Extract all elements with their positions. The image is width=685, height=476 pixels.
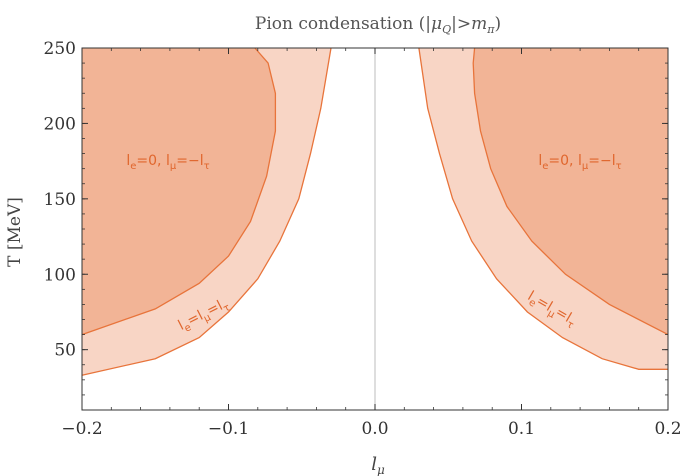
inner-boundary-right <box>472 47 669 336</box>
tick-labels: −0.2 −0.1 0.0 0.1 0.2 50 100 150 200 250 <box>44 39 682 439</box>
x-tick-label: −0.2 <box>61 419 102 439</box>
y-tick-label: 50 <box>54 341 76 361</box>
region-annotations: le=0, lμ=−lτ le=0, lμ=−lτ le=lμ=lτ le=lμ=lτ <box>126 153 621 336</box>
x-tick-label: −0.1 <box>208 419 249 439</box>
annotation-outer-right: le=lμ=lτ <box>523 288 579 331</box>
inner-region-left <box>82 48 276 335</box>
inner-boundary-left <box>81 47 277 336</box>
outer-boundary-left <box>81 47 332 376</box>
axes <box>81 47 669 411</box>
outer-boundary-right <box>418 47 668 370</box>
chart-title: Pion condensation (|μQ|>mπ) <box>255 14 501 36</box>
plot-area <box>81 47 669 410</box>
annotation-inner-right: le=0, lμ=−lτ <box>538 153 621 172</box>
y-tick-label: 200 <box>44 114 76 134</box>
x-tick-label: 0.2 <box>654 419 681 439</box>
annotation-outer-left: le=lμ=lτ <box>176 295 232 336</box>
inner-region-right <box>473 48 668 335</box>
y-tick-label: 250 <box>44 39 76 59</box>
annotation-inner-left: le=0, lμ=−lτ <box>126 153 209 172</box>
x-tick-label: 0.1 <box>508 419 535 439</box>
x-tick-label: 0.0 <box>361 419 388 439</box>
x-axis-label: lμ <box>371 454 385 476</box>
y-tick-label: 100 <box>44 265 76 285</box>
y-tick-label: 150 <box>44 190 76 210</box>
y-axis-label: T [MeV] <box>5 197 25 267</box>
